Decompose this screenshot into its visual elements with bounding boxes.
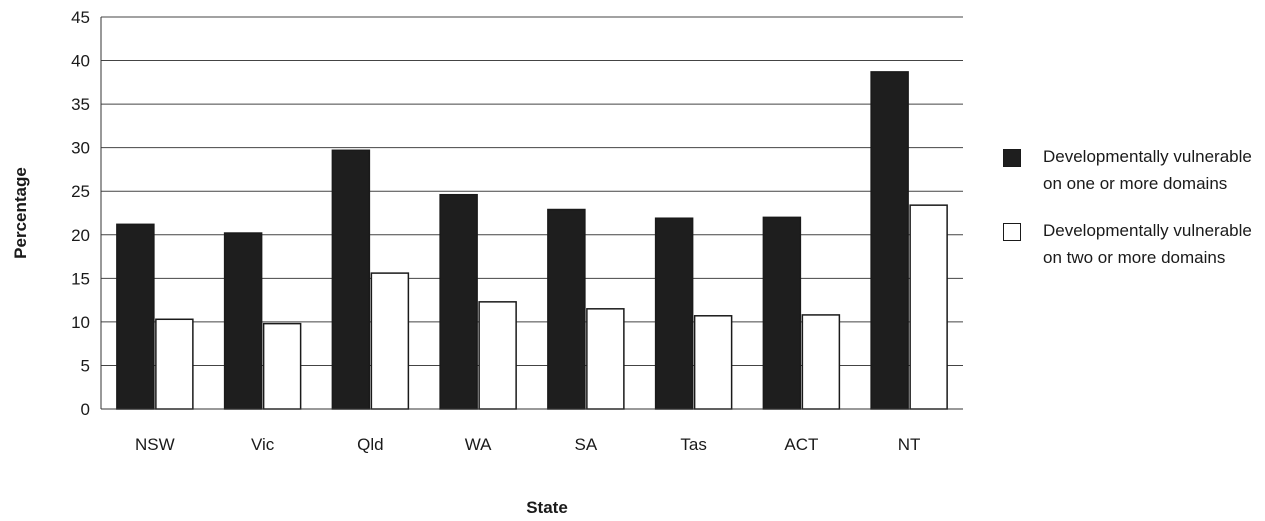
bar-one-or-more [223, 232, 263, 410]
y-tick-label: 30 [71, 139, 90, 158]
bar-two-or-more [693, 315, 733, 410]
y-tick-label: 45 [71, 8, 90, 27]
x-axis-title: State [526, 498, 568, 517]
bar-one-or-more [654, 217, 694, 410]
y-tick-label: 20 [71, 226, 90, 245]
x-tick-label: NSW [135, 435, 175, 454]
y-tick-label: 5 [81, 356, 90, 375]
bar-two-or-more [586, 308, 625, 410]
y-tick-label: 40 [71, 52, 90, 71]
x-tick-label: WA [465, 435, 492, 454]
bar-one-or-more [870, 71, 909, 410]
y-tick-label: 10 [71, 313, 90, 332]
legend-item-two-or-more: Developmentally vulnerable on two or mor… [1003, 217, 1265, 271]
legend-swatch-white [1003, 223, 1021, 241]
legend-item-one-or-more: Developmentally vulnerable on one or mor… [1003, 143, 1265, 197]
bar-one-or-more [762, 216, 802, 410]
bar-two-or-more [478, 301, 517, 410]
bar-two-or-more [155, 318, 194, 410]
bar-two-or-more [909, 204, 948, 410]
legend-label: Developmentally vulnerable on one or mor… [1043, 147, 1252, 193]
bar-two-or-more [370, 272, 410, 410]
x-tick-label: Qld [357, 435, 383, 454]
legend: Developmentally vulnerable on one or mor… [1003, 143, 1265, 291]
bar-two-or-more [801, 314, 841, 410]
bars [116, 71, 948, 410]
x-tick-label: Tas [680, 435, 706, 454]
y-tick-label: 15 [71, 269, 90, 288]
y-tick-label: 35 [71, 95, 90, 114]
bar-one-or-more [331, 149, 371, 410]
y-axis-title: Percentage [11, 167, 30, 259]
bar-one-or-more [547, 208, 586, 410]
x-tick-label: NT [898, 435, 921, 454]
x-tick-label: ACT [784, 435, 818, 454]
x-tick-labels: NSW Vic Qld WA SA Tas ACT NT [135, 435, 920, 454]
bar-two-or-more [262, 322, 302, 410]
x-tick-label: Vic [251, 435, 275, 454]
legend-label: Developmentally vulnerable on two or mor… [1043, 221, 1252, 267]
bar-one-or-more [116, 223, 155, 410]
y-tick-label: 25 [71, 182, 90, 201]
bar-one-or-more [439, 193, 478, 410]
y-tick-labels: 0 5 10 15 20 25 30 35 40 45 [71, 8, 90, 419]
x-tick-label: SA [575, 435, 598, 454]
legend-swatch-dark [1003, 149, 1021, 167]
y-tick-label: 0 [81, 400, 90, 419]
